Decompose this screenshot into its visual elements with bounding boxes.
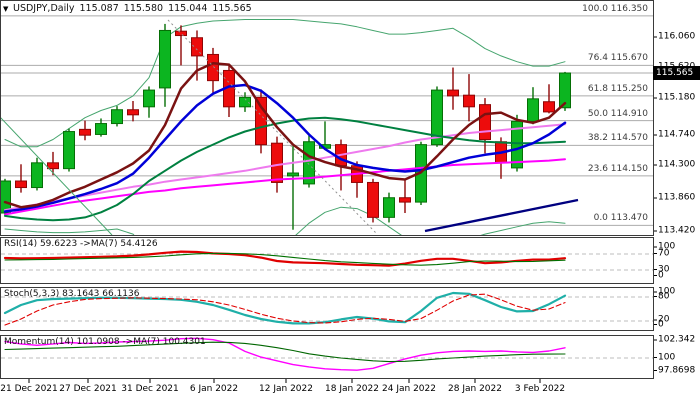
momentum-panel[interactable] <box>1 337 653 371</box>
low-value: 115.044 <box>168 3 208 14</box>
rsi-axis-label: 100 <box>658 241 676 252</box>
chart-title: USDJPY,Daily 115.087 115.580 115.044 115.565 <box>13 3 257 14</box>
bear-candle <box>367 181 379 218</box>
panel-border <box>0 287 654 331</box>
stoch-axis-label: 100 <box>658 286 676 297</box>
bull-candle <box>239 96 251 108</box>
x-axis-label: 21 Dec 2021 <box>0 384 58 394</box>
stoch-panel-title: Stoch(5,3,3) 83.1643 66.1136 <box>4 289 140 299</box>
bear-candle <box>47 162 59 170</box>
bull-candle <box>111 109 123 125</box>
price-axis-label: 113.860 <box>658 192 696 203</box>
momentum-axis-label: 102.342 <box>658 334 696 345</box>
fib-level-label: 50.0 114.910 <box>587 108 648 119</box>
resistance-trendline-old <box>1 117 113 235</box>
bull-candle <box>95 123 107 135</box>
bull-candle <box>143 89 155 108</box>
bear-candle <box>271 142 283 183</box>
price-axis-label: 113.420 <box>658 225 696 236</box>
price-axis-label: 114.740 <box>658 129 696 140</box>
rsi-panel-title: RSI(14) 59.6223 ->MA(7) 54.4126 <box>4 239 158 249</box>
bear-candle <box>447 89 459 97</box>
fib-level-label: 38.2 114.570 <box>587 133 648 144</box>
price-axis-label: 114.300 <box>658 159 696 170</box>
x-axis-label: 12 Jan 2022 <box>259 384 313 394</box>
x-axis-label: 24 Jan 2022 <box>382 384 436 394</box>
bull-candle <box>31 162 43 189</box>
x-axis-label: 27 Dec 2021 <box>59 384 117 394</box>
bull-candle <box>159 29 171 89</box>
x-axis-label: 18 Jan 2022 <box>325 384 379 394</box>
bear-candle <box>127 109 139 116</box>
x-axis-label: 31 Dec 2021 <box>121 384 179 394</box>
current-price-tag: 115.565 <box>653 66 700 80</box>
bull-candle <box>431 89 443 146</box>
stoch-axis-label: 80 <box>658 291 670 301</box>
bear-candle <box>463 94 475 108</box>
rsi-panel[interactable] <box>1 250 653 271</box>
x-axis-label: 3 Feb 2022 <box>514 384 566 394</box>
bear-candle <box>207 53 219 82</box>
bull-candle <box>1 180 11 214</box>
close-value: 115.565 <box>212 3 252 14</box>
bear-candle <box>15 180 27 189</box>
bear-candle <box>543 101 555 113</box>
stoch-axis-label: 20 <box>658 314 670 325</box>
momentum-axis-label: 97.8698 <box>658 365 696 375</box>
rsi-axis-label: 30 <box>658 264 670 274</box>
panel-border <box>0 0 654 236</box>
x-axis-label: 28 Jan 2022 <box>448 384 502 394</box>
bull-candle <box>287 172 299 177</box>
bull-candle <box>383 197 395 218</box>
momentum-panel-title: Momentum(14) 101.0908 ->MA(7) 100.4301 <box>4 337 206 347</box>
bear-candle <box>79 128 91 136</box>
bull-candle <box>527 98 539 122</box>
price-axis-label: 116.060 <box>658 31 696 42</box>
bear-candle <box>191 37 203 57</box>
price-axis-label: 115.180 <box>658 92 696 103</box>
bull-candle <box>559 72 571 109</box>
symbol-period-label: USDJPY,Daily <box>13 3 75 14</box>
momentum-axis-label: 100 <box>658 352 676 362</box>
main-price-panel[interactable] <box>0 15 653 285</box>
support-trendline <box>424 198 579 233</box>
high-value: 115.580 <box>123 3 164 14</box>
rsi-axis-label: 0 <box>658 270 664 280</box>
stoch-panel[interactable] <box>1 291 653 326</box>
stoch-axis-label: 0 <box>658 319 664 329</box>
panel-border <box>0 335 654 379</box>
panel-border <box>0 237 654 284</box>
bear-candle <box>479 104 491 141</box>
dotted-trendline <box>167 19 378 235</box>
fib-level-label: 23.6 114.150 <box>587 163 648 174</box>
bull-candle <box>63 131 75 170</box>
x-axis-label: 6 Jan 2022 <box>189 384 239 394</box>
bear-candle <box>399 197 411 203</box>
bull-candle <box>511 120 523 169</box>
collapse-icon[interactable]: ▼ <box>3 5 9 13</box>
fib-level-label: 100.0 116.350 <box>582 3 648 14</box>
bear-candle <box>255 96 267 146</box>
fib-level-label: 61.8 115.250 <box>587 83 648 94</box>
bear-candle <box>175 30 187 37</box>
open-value: 115.087 <box>79 3 119 14</box>
rsi-axis-label: 70 <box>658 248 670 258</box>
bull-candle <box>303 141 315 185</box>
fib-level-label: 0.0 113.470 <box>593 213 648 224</box>
fib-level-label: 76.4 115.670 <box>587 53 648 64</box>
